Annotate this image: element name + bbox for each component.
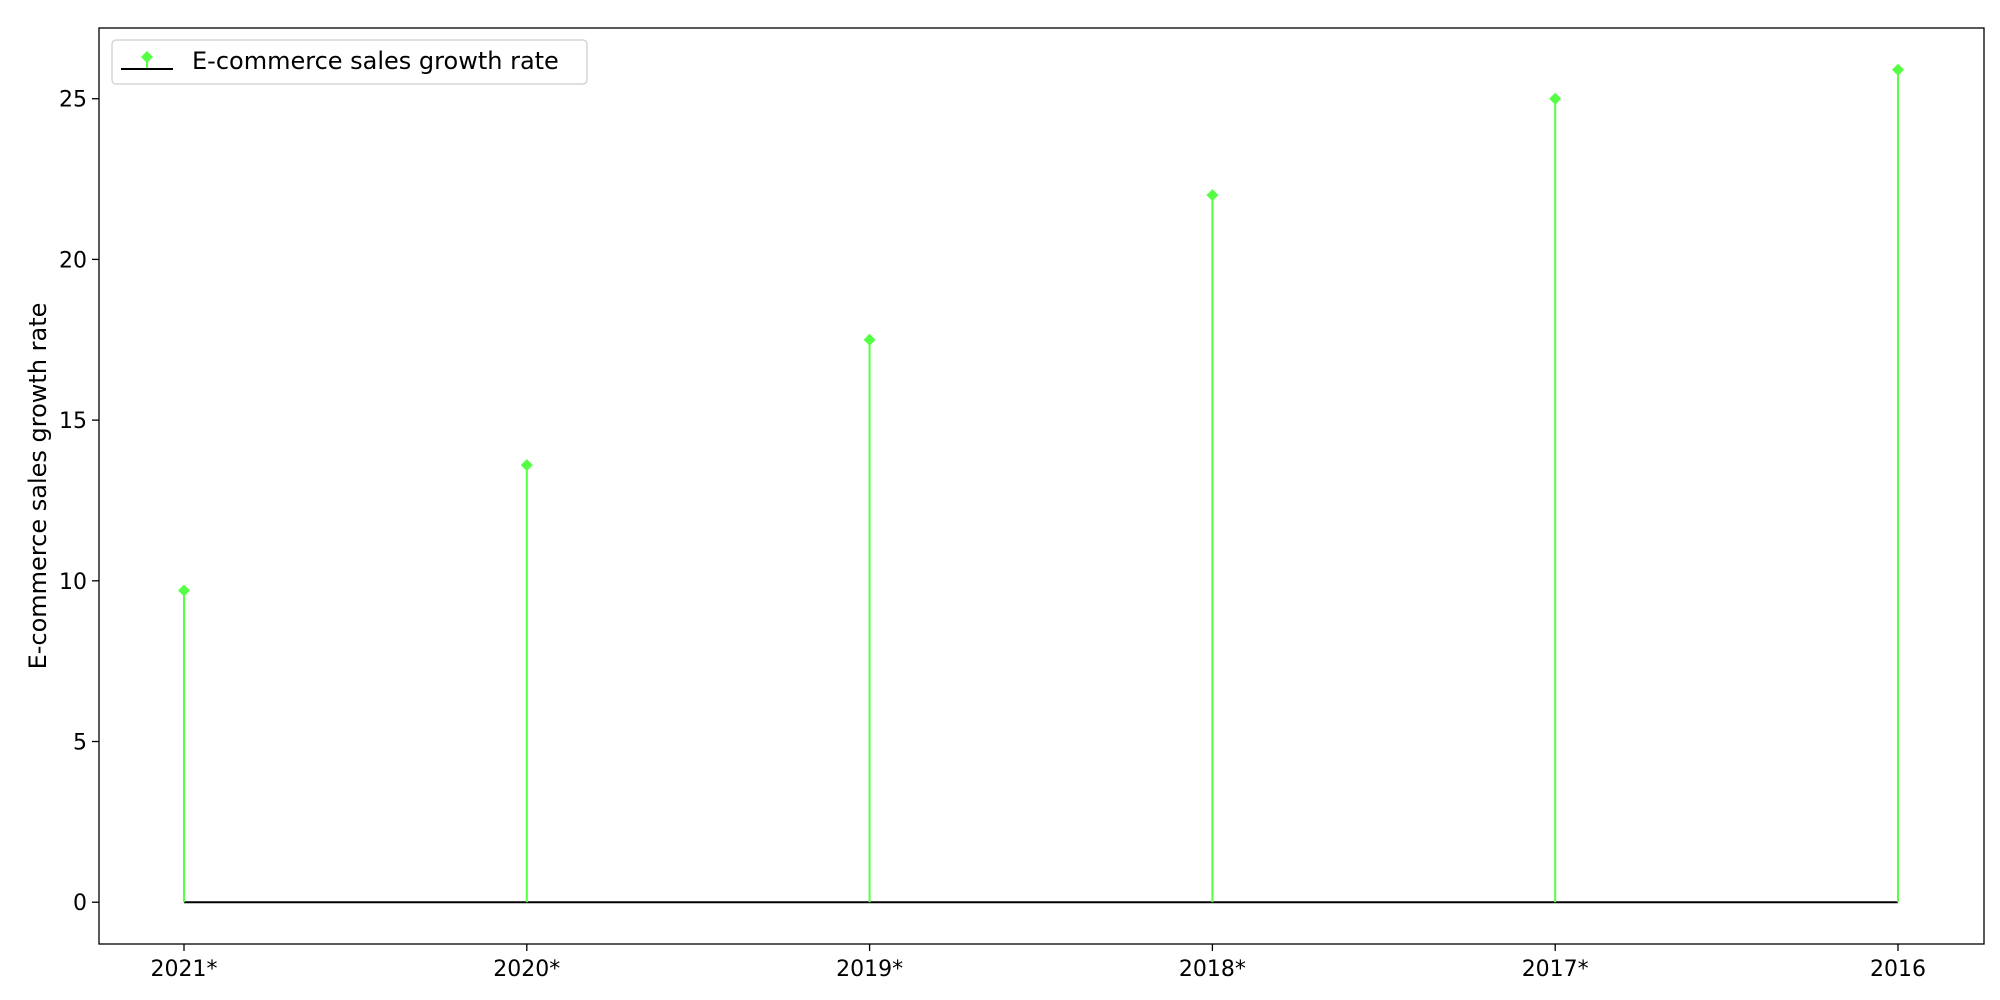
data-point-marker bbox=[1549, 92, 1562, 105]
markers-layer bbox=[178, 63, 1904, 597]
x-tick-label: 2020* bbox=[493, 957, 560, 982]
x-tick-label: 2021* bbox=[151, 957, 218, 982]
plot-area bbox=[98, 27, 1985, 945]
legend-entry: E-commerce sales growth rate bbox=[192, 47, 559, 75]
legend-box bbox=[111, 39, 588, 85]
stems-layer bbox=[183, 69, 1899, 903]
x-tick-label: 2017* bbox=[1522, 957, 1589, 982]
x-axis: 2021* 2020* 2019* 2018* 2017* 2016 bbox=[151, 944, 1926, 982]
y-tick-label: 5 bbox=[73, 731, 87, 756]
y-axis-label: E-commerce sales growth rate bbox=[24, 303, 52, 670]
y-tick-label: 15 bbox=[59, 409, 87, 434]
y-tick-label: 10 bbox=[59, 570, 87, 595]
data-point-marker bbox=[1206, 189, 1219, 202]
x-tick-label: 2019* bbox=[836, 957, 903, 982]
y-tick-label: 20 bbox=[59, 248, 87, 273]
legend-marker-icon bbox=[141, 51, 153, 63]
data-point-marker bbox=[1892, 63, 1904, 76]
y-axis: 0 5 10 15 20 25 bbox=[59, 88, 99, 916]
x-tick-label: 2018* bbox=[1179, 957, 1246, 982]
y-tick-label: 25 bbox=[59, 88, 87, 113]
y-tick-label: 0 bbox=[73, 891, 87, 916]
x-tick-label: 2016 bbox=[1870, 957, 1926, 982]
data-point-marker bbox=[520, 459, 533, 472]
data-point-marker bbox=[178, 584, 190, 597]
legend: E-commerce sales growth rate bbox=[111, 39, 588, 85]
data-point-marker bbox=[863, 333, 876, 346]
